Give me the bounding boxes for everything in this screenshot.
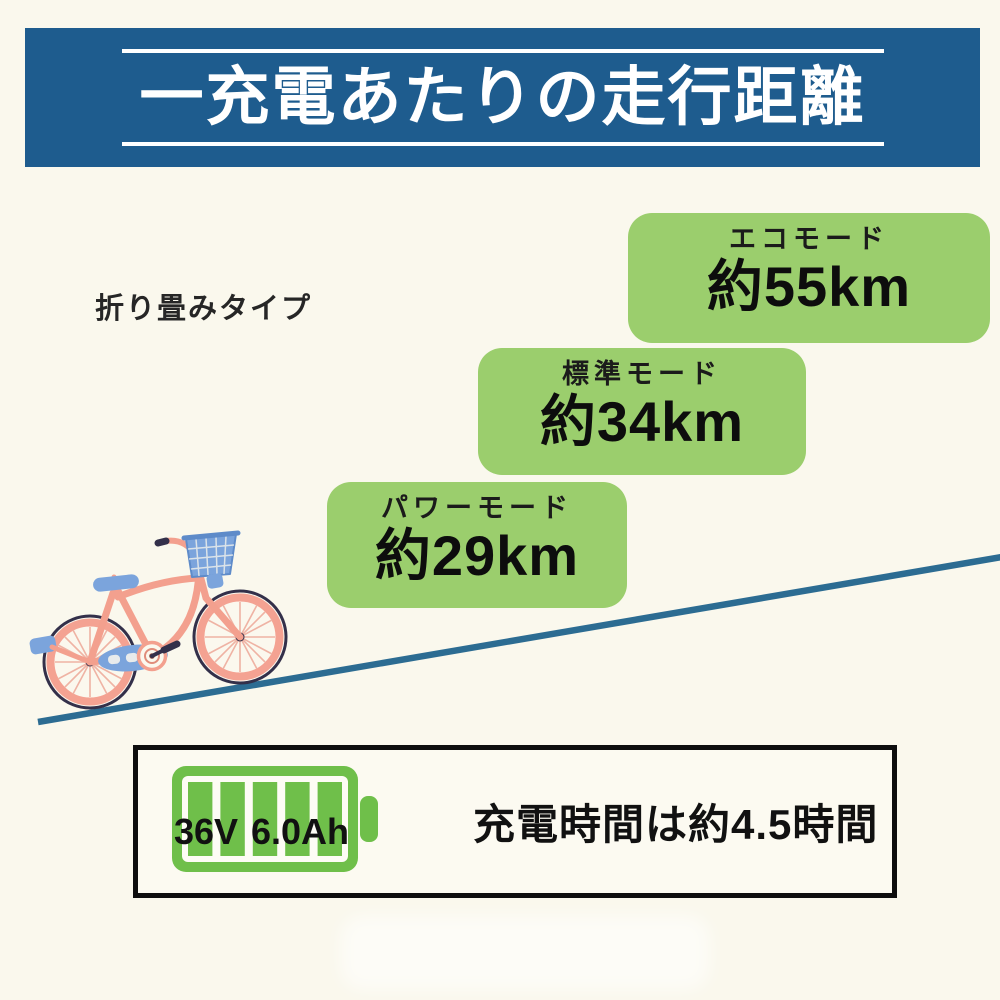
mode-box-standard: 標準モード 約34km	[478, 348, 806, 475]
basket-icon	[181, 530, 241, 578]
crank-icon	[136, 640, 181, 672]
header-banner: 一充電あたりの走行距離	[25, 28, 980, 167]
battery-info-panel: 36V 6.0Ah 充電時間は約4.5時間	[133, 745, 897, 898]
slope-line	[37, 554, 1000, 726]
mode-label: 標準モード	[562, 359, 722, 389]
battery-icon: 36V 6.0Ah	[172, 765, 378, 872]
battery-voltage: 36V	[174, 811, 238, 852]
bike-type-label: 折り畳みタイプ	[95, 293, 313, 325]
bicycle-illustration	[29, 530, 288, 710]
header-rule-top	[121, 49, 884, 54]
handlebar-grip	[154, 537, 170, 547]
watermark	[340, 915, 710, 990]
mode-box-eco: エコモード 約55km	[628, 213, 990, 343]
mode-label: エコモード	[729, 224, 889, 254]
rear-rack-icon	[29, 635, 57, 655]
mode-distance: 約34km	[539, 390, 745, 453]
page-title: 一充電あたりの走行距離	[139, 61, 866, 134]
headlight-icon	[206, 573, 224, 589]
battery-capacity: 6.0Ah	[251, 811, 349, 852]
mode-label: パワーモード	[381, 493, 573, 523]
mode-box-power: パワーモード 約29km	[327, 482, 627, 608]
mode-distance: 約29km	[374, 524, 580, 587]
charge-time-text: 充電時間は約4.5時間	[473, 801, 879, 848]
header-rule-bottom	[121, 141, 884, 146]
mode-distance: 約55km	[706, 255, 912, 318]
seat-icon	[93, 574, 139, 592]
